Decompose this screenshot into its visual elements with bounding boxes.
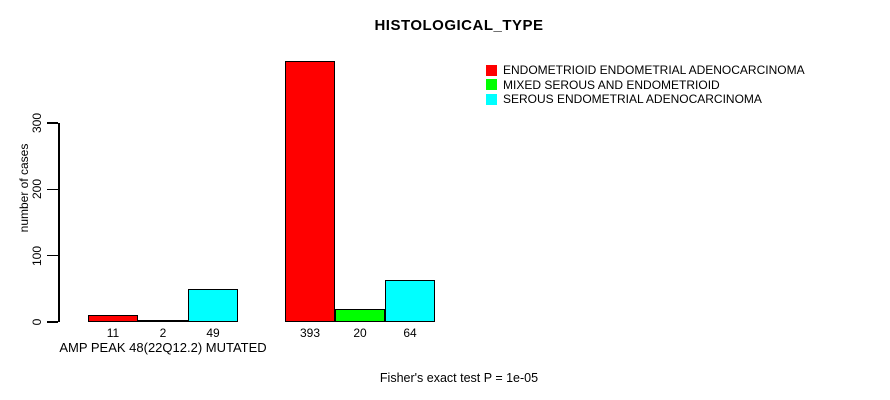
bar-value-label: 64 xyxy=(403,326,417,340)
legend-item-label: MIXED SEROUS AND ENDOMETRIOID xyxy=(503,77,720,92)
stat-annotation: Fisher's exact test P = 1e-05 xyxy=(379,371,539,385)
legend-color-swatch xyxy=(486,93,497,105)
bar xyxy=(385,279,435,322)
bar xyxy=(335,308,385,322)
bar xyxy=(138,320,188,322)
y-tick-label: 200 xyxy=(30,179,44,200)
bar-value-label: 11 xyxy=(106,326,120,340)
legend-item: SEROUS ENDOMETRIAL ADENOCARCINOMA xyxy=(486,92,805,107)
y-tick-mark xyxy=(47,122,58,124)
y-tick-label: 100 xyxy=(30,245,44,266)
legend-color-swatch xyxy=(486,79,497,91)
chart-title: HISTOLOGICAL_TYPE xyxy=(374,17,544,34)
x-axis-group-label: AMP PEAK 48(22Q12.2) MUTATED xyxy=(59,340,267,355)
y-tick-label: 300 xyxy=(30,112,44,134)
bar-value-label: 20 xyxy=(353,326,367,340)
bar-value-label: 49 xyxy=(206,326,220,340)
bar-value-label: 2 xyxy=(159,326,167,340)
legend-item: MIXED SEROUS AND ENDOMETRIOID xyxy=(486,78,805,93)
legend: ENDOMETRIOID ENDOMETRIAL ADENOCARCINOMA M… xyxy=(486,63,805,107)
y-axis-title: number of cases xyxy=(17,143,31,233)
bar xyxy=(88,314,138,322)
y-tick-mark xyxy=(47,188,58,191)
bar xyxy=(285,61,335,322)
y-axis-line xyxy=(58,123,60,322)
y-tick-mark xyxy=(47,254,58,257)
legend-item: ENDOMETRIOID ENDOMETRIAL ADENOCARCINOMA xyxy=(486,63,805,78)
y-tick-label: 0 xyxy=(30,318,44,326)
y-tick-mark xyxy=(47,321,58,323)
legend-color-swatch xyxy=(486,64,497,76)
legend-item-label: ENDOMETRIOID ENDOMETRIAL ADENOCARCINOMA xyxy=(503,63,805,77)
bar xyxy=(188,289,238,322)
legend-item-label: SEROUS ENDOMETRIAL ADENOCARCINOMA xyxy=(503,92,762,107)
bar-value-label: 393 xyxy=(299,326,321,340)
